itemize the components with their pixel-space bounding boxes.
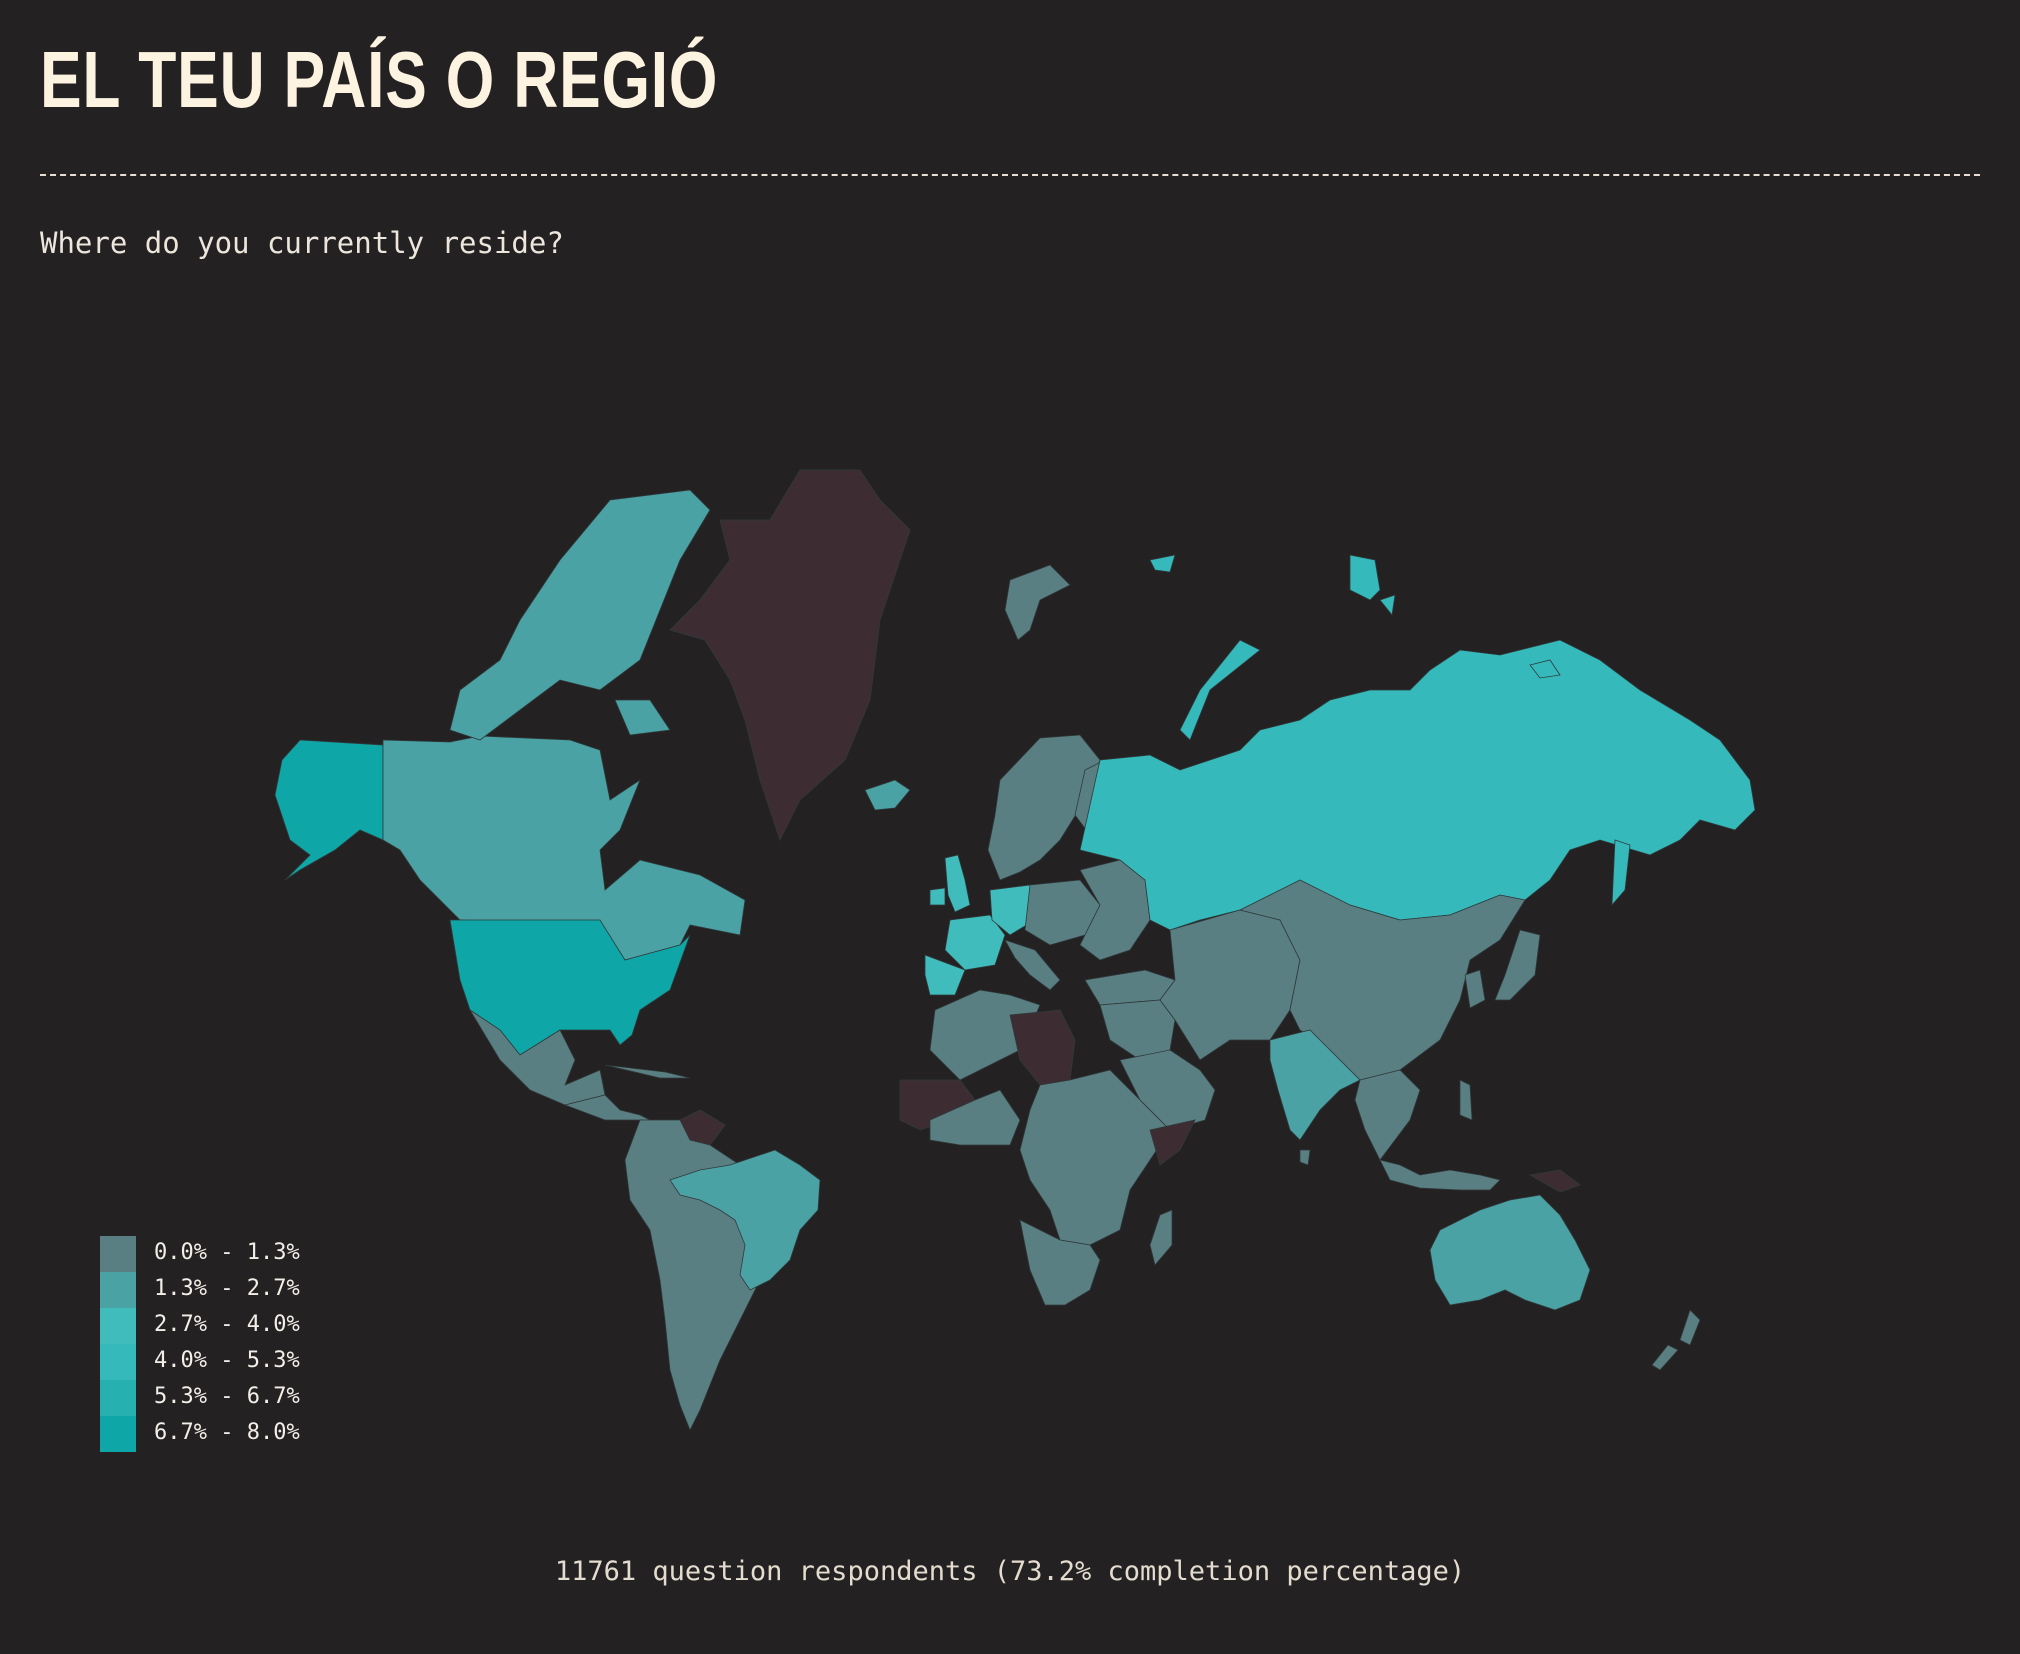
map-region-indonesia[interactable] — [1379, 1159, 1501, 1191]
legend-label: 5.3% - 6.7% — [154, 1384, 300, 1409]
map-region-central-america[interactable] — [563, 1094, 651, 1121]
map-region-libya[interactable] — [1009, 1009, 1076, 1086]
legend-swatch — [100, 1344, 136, 1380]
map-region-china-and-mongolia[interactable] — [1238, 879, 1526, 1081]
map-region-scandinavia[interactable] — [987, 734, 1101, 881]
legend-label: 2.7% - 4.0% — [154, 1312, 300, 1337]
map-region-madagascar[interactable] — [1149, 1209, 1173, 1266]
map-region-sri-lanka[interactable] — [1299, 1149, 1311, 1166]
map-region-brazil[interactable] — [669, 1149, 821, 1291]
legend-label: 6.7% - 8.0% — [154, 1420, 300, 1445]
legend-label: 1.3% - 2.7% — [154, 1276, 300, 1301]
map-region-iberia[interactable] — [924, 954, 966, 996]
map-region-new-siberian-islands[interactable] — [1529, 659, 1561, 679]
map-region-papua-new-guinea[interactable] — [1528, 1169, 1581, 1193]
map-region-australia[interactable] — [1429, 1194, 1591, 1311]
legend-item: 1.3% - 2.7% — [100, 1272, 400, 1308]
map-region-italy[interactable] — [1004, 939, 1061, 991]
legend-item: 2.7% - 4.0% — [100, 1308, 400, 1344]
legend-swatch — [100, 1236, 136, 1272]
map-region-southern-africa[interactable] — [1019, 1219, 1101, 1306]
legend-item: 6.7% - 8.0% — [100, 1416, 400, 1452]
legend-swatch — [100, 1308, 136, 1344]
map-region-sakhalin[interactable] — [1611, 839, 1631, 907]
map-region-somalia[interactable] — [1149, 1119, 1196, 1166]
legend-swatch — [100, 1380, 136, 1416]
map-region-ireland[interactable] — [929, 887, 946, 906]
map-region-canada[interactable] — [382, 735, 746, 961]
color-legend: 0.0% - 1.3% 1.3% - 2.7% 2.7% - 4.0% 4.0%… — [100, 1236, 400, 1452]
map-region-new-zealand[interactable] — [1651, 1309, 1701, 1371]
map-region-southeast-asia[interactable] — [1354, 1069, 1421, 1161]
page-title: EL TEU PAÍS O REGIÓ — [40, 35, 719, 124]
map-region-cuba[interactable] — [604, 1064, 691, 1079]
map-region-russia[interactable] — [1079, 639, 1756, 931]
map-region-united-kingdom[interactable] — [944, 854, 971, 913]
map-region-india[interactable] — [1269, 1029, 1361, 1141]
map-region-iceland[interactable] — [864, 779, 911, 811]
map-region-novaya-zemlya[interactable] — [1179, 639, 1261, 741]
map-region-canadian-arctic-islands[interactable] — [449, 489, 711, 741]
map-region-west-africa[interactable] — [929, 1089, 1021, 1146]
map-region-alaska[interactable] — [274, 739, 384, 881]
dashed-divider — [40, 174, 1980, 176]
map-region-germany[interactable] — [989, 884, 1036, 936]
map-region-severnaya-zemlya[interactable] — [1349, 554, 1396, 616]
legend-item: 5.3% - 6.7% — [100, 1380, 400, 1416]
survey-question: Where do you currently reside? — [40, 226, 564, 260]
map-region-svalbard[interactable] — [1004, 564, 1071, 641]
legend-swatch — [100, 1272, 136, 1308]
map-region-mexico[interactable] — [469, 1009, 606, 1106]
map-region-philippines[interactable] — [1459, 1079, 1473, 1121]
map-region-korea[interactable] — [1464, 969, 1486, 1009]
map-region-france[interactable] — [944, 914, 1006, 971]
legend-label: 4.0% - 5.3% — [154, 1348, 300, 1373]
legend-swatch — [100, 1416, 136, 1452]
legend-item: 0.0% - 1.3% — [100, 1236, 400, 1272]
map-region-greenland[interactable] — [669, 469, 911, 842]
respondents-footnote: 11761 question respondents (73.2% comple… — [554, 1556, 1466, 1587]
map-region-franz-josef-land[interactable] — [1149, 554, 1176, 573]
world-choropleth-map — [274, 469, 1756, 1431]
map-region-japan[interactable] — [1494, 929, 1541, 1001]
legend-label: 0.0% - 1.3% — [154, 1240, 300, 1265]
legend-item: 4.0% - 5.3% — [100, 1344, 400, 1380]
map-region-central-and-east-africa[interactable] — [1019, 1069, 1171, 1246]
